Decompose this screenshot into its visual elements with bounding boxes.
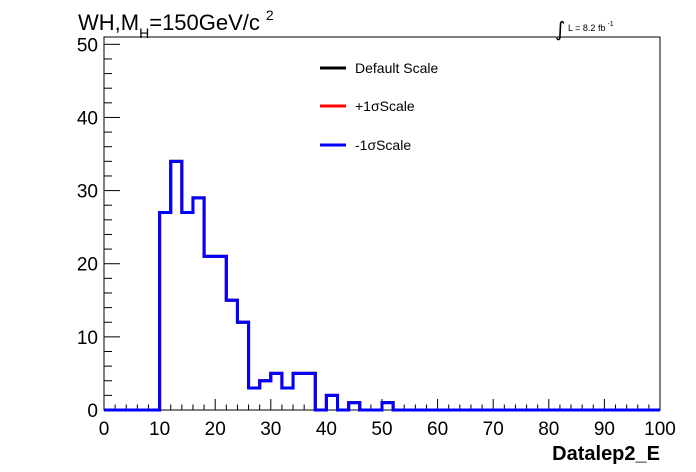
series-line-minus1sigma-scale xyxy=(104,159,660,412)
axes: 0 10 20 30 40 50 60 70 80 90 100 0 10 20 30 40 50 xyxy=(77,35,676,440)
x-tick-label-30: 30 xyxy=(260,419,281,440)
luminosity-superscript: -1 xyxy=(607,21,613,28)
title-subscript: H xyxy=(139,25,149,41)
legend-label-default: Default Scale xyxy=(355,60,438,76)
y-tick-label-50: 50 xyxy=(77,35,98,56)
x-tick-label-70: 70 xyxy=(483,419,504,440)
x-tick-label-10: 10 xyxy=(149,419,170,440)
x-tick-label-90: 90 xyxy=(594,419,615,440)
x-tick-label-20: 20 xyxy=(205,419,226,440)
y-tick-label-40: 40 xyxy=(77,108,98,129)
series-line-plus1sigma-scale xyxy=(104,159,660,412)
y-tick-label-30: 30 xyxy=(77,182,98,203)
chart-title: WH,MH=150GeV/c 2 xyxy=(78,7,274,41)
plot-frame xyxy=(103,36,661,411)
svg-text:L = 8.2 fb-1: L = 8.2 fb -1 xyxy=(568,21,614,33)
y-tick-label-10: 10 xyxy=(77,328,98,349)
legend-label-minus1sigma: -1σScale xyxy=(355,137,411,153)
title-superscript: 2 xyxy=(266,7,274,23)
integral-symbol: ∫ xyxy=(555,17,565,41)
legend: Default Scale +1σScale -1σScale xyxy=(320,60,438,153)
x-tick-label-50: 50 xyxy=(371,419,392,440)
title-value: =150GeV/c xyxy=(149,10,260,35)
luminosity-annotation: ∫ L = 8.2 fb -1 xyxy=(555,17,614,41)
legend-label-plus1sigma: +1σScale xyxy=(355,98,415,114)
title-main: WH,M xyxy=(78,10,139,35)
x-tick-label-100: 100 xyxy=(644,419,676,440)
y-tick-label-20: 20 xyxy=(77,255,98,276)
x-axis-label: Datalep2_E xyxy=(552,443,660,465)
x-tick-label-0: 0 xyxy=(99,419,110,440)
x-tick-label-40: 40 xyxy=(316,419,337,440)
x-tick-label-80: 80 xyxy=(538,419,559,440)
luminosity-text: L = 8.2 fb xyxy=(568,23,605,33)
x-tick-label-60: 60 xyxy=(427,419,448,440)
series-layer xyxy=(104,159,660,412)
y-tick-label-0: 0 xyxy=(87,401,98,422)
series-line-default-scale xyxy=(104,159,660,412)
